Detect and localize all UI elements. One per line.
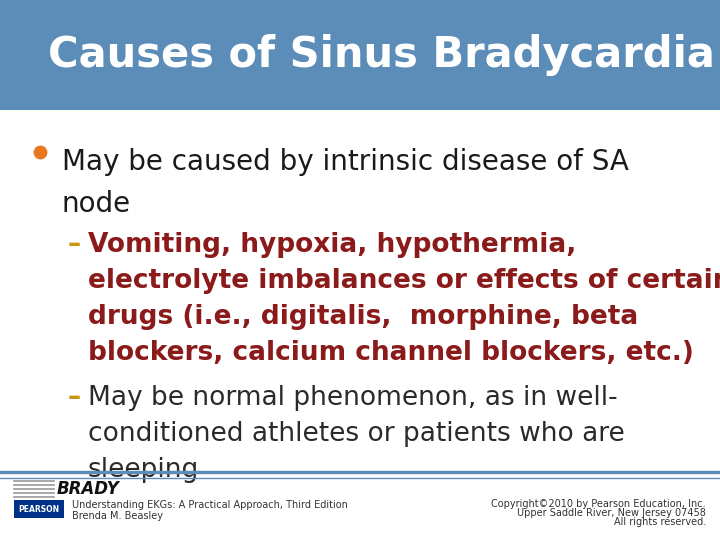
Text: Understanding EKGs: A Practical Approach, Third Edition: Understanding EKGs: A Practical Approach… (72, 500, 348, 510)
Text: Copyright©2010 by Pearson Education, Inc.: Copyright©2010 by Pearson Education, Inc… (491, 499, 706, 509)
Text: electrolyte imbalances or effects of certain: electrolyte imbalances or effects of cer… (88, 268, 720, 294)
Text: blockers, calcium channel blockers, etc.): blockers, calcium channel blockers, etc.… (88, 340, 694, 366)
Bar (0, 0, 720, 110)
Text: drugs (i.e., digitalis,  morphine, beta: drugs (i.e., digitalis, morphine, beta (88, 304, 638, 330)
Text: node: node (62, 190, 131, 218)
Text: –: – (68, 232, 81, 258)
Text: Brenda M. Beasley: Brenda M. Beasley (72, 511, 163, 521)
Text: sleeping: sleeping (88, 457, 199, 483)
Text: BRADY: BRADY (57, 480, 120, 498)
Text: Upper Saddle River, New Jersey 07458: Upper Saddle River, New Jersey 07458 (517, 508, 706, 518)
Text: conditioned athletes or patients who are: conditioned athletes or patients who are (88, 421, 625, 447)
Text: All rights reserved.: All rights reserved. (613, 517, 706, 527)
Text: Causes of Sinus Bradycardia: Causes of Sinus Bradycardia (48, 34, 715, 76)
Text: –: – (68, 385, 81, 411)
Text: May be normal phenomenon, as in well-: May be normal phenomenon, as in well- (88, 385, 618, 411)
Text: PEARSON: PEARSON (19, 504, 60, 514)
Text: Vomiting, hypoxia, hypothermia,: Vomiting, hypoxia, hypothermia, (88, 232, 577, 258)
Text: May be caused by intrinsic disease of SA: May be caused by intrinsic disease of SA (62, 148, 629, 176)
Bar (14, 500, 64, 518)
